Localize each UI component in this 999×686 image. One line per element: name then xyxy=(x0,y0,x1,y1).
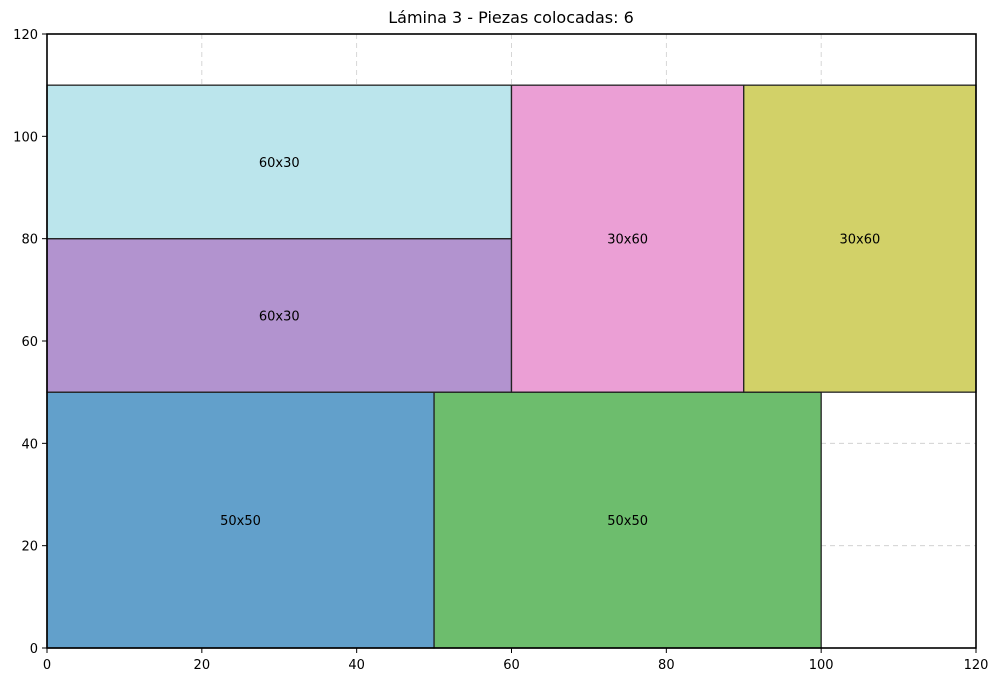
y-tick-label: 100 xyxy=(13,130,38,145)
x-tick-label: 80 xyxy=(658,658,675,673)
y-tick-label: 60 xyxy=(21,335,38,350)
piece-rect xyxy=(433,391,822,649)
x-tick-label: 0 xyxy=(43,658,51,673)
y-tick-label: 40 xyxy=(21,437,38,452)
x-tick-label: 100 xyxy=(809,658,834,673)
y-axis: 0 20 40 60 80 100 120 xyxy=(13,28,47,657)
piece-label: 30x60 xyxy=(607,233,648,248)
piece-label: 60x30 xyxy=(259,309,300,324)
y-tick-label: 80 xyxy=(21,233,38,248)
y-tick-label: 20 xyxy=(21,540,38,555)
x-tick-label: 120 xyxy=(964,658,989,673)
piece-labels-layer: 50x50 50x50 60x30 60x30 30x60 30x60 xyxy=(220,156,880,529)
piece-rect xyxy=(46,84,513,240)
x-axis: 0 20 40 60 80 100 120 xyxy=(43,648,989,673)
chart-title: Lámina 3 - Piezas colocadas: 6 xyxy=(388,8,634,27)
piece-label: 30x60 xyxy=(839,233,880,248)
x-tick-label: 60 xyxy=(503,658,520,673)
y-tick-label: 120 xyxy=(13,28,38,43)
piece-rect xyxy=(743,84,977,393)
y-tick-label: 0 xyxy=(30,642,38,657)
piece-label: 60x30 xyxy=(259,156,300,171)
piece-rect xyxy=(510,84,745,393)
piece-label: 50x50 xyxy=(607,514,648,529)
piece-label: 50x50 xyxy=(220,514,261,529)
x-tick-label: 20 xyxy=(194,658,211,673)
x-tick-label: 40 xyxy=(348,658,365,673)
pieces-layer xyxy=(46,84,977,649)
